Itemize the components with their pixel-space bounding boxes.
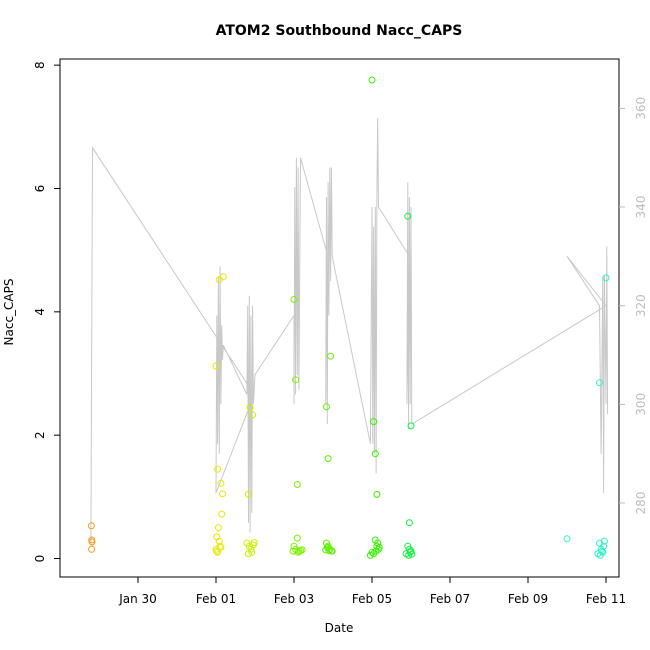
y-tick-label: 4 <box>33 308 47 316</box>
right-axis-tick-label: 300 <box>634 393 648 416</box>
data-point <box>215 537 223 545</box>
data-point <box>366 551 374 559</box>
x-tick-label: Feb 01 <box>196 592 236 606</box>
data-point <box>245 490 252 498</box>
data-point <box>248 548 256 556</box>
data-point <box>290 296 298 303</box>
data-point <box>327 352 335 360</box>
data-point <box>406 548 414 556</box>
data-point <box>375 543 383 551</box>
x-tick-label: Feb 11 <box>586 592 626 606</box>
axes-layer: Jan 30 Feb 01 Feb 03 Feb 05 Feb 07 Feb 09 Feb … <box>33 61 648 606</box>
x-axis-label: Date <box>325 621 354 635</box>
data-point <box>596 379 603 387</box>
data-point <box>598 547 606 555</box>
data-point <box>293 481 301 488</box>
data-point <box>325 547 333 554</box>
data-point <box>215 276 223 284</box>
data-point <box>370 418 378 426</box>
data-point <box>596 551 604 559</box>
data-point <box>250 539 258 546</box>
data-point <box>407 422 415 430</box>
data-point <box>214 465 222 473</box>
right-series-layer <box>90 118 609 543</box>
data-point <box>219 490 226 498</box>
data-point <box>214 524 222 532</box>
data-point <box>218 510 226 518</box>
y-tick-label: 8 <box>33 61 47 69</box>
data-point <box>371 450 379 458</box>
right-axis-tick-label: 360 <box>634 97 648 120</box>
data-point <box>213 547 220 555</box>
data-point <box>408 550 416 558</box>
data-point <box>368 76 376 84</box>
data-point <box>600 537 608 545</box>
data-point <box>217 479 225 487</box>
data-point <box>322 546 330 554</box>
data-point <box>214 548 222 556</box>
data-point <box>600 542 608 550</box>
right-series-line <box>90 118 609 543</box>
data-point <box>88 545 96 553</box>
y-tick-label: 2 <box>33 431 47 439</box>
x-tick-label: Feb 05 <box>352 592 392 606</box>
data-point <box>328 547 336 555</box>
data-point <box>87 522 95 530</box>
data-point <box>217 543 225 551</box>
x-tick-label: Feb 07 <box>430 592 470 606</box>
data-point <box>373 490 381 498</box>
data-point <box>374 539 382 547</box>
data-point <box>404 212 412 220</box>
x-tick-label: Feb 03 <box>274 592 314 606</box>
y-axis-label: Nacc_CAPS <box>2 279 16 346</box>
data-point <box>563 535 571 543</box>
data-point <box>293 534 301 542</box>
data-point <box>602 274 610 282</box>
data-point <box>212 362 220 370</box>
data-point <box>323 403 330 411</box>
data-point <box>324 455 332 463</box>
x-tick-label: Jan 30 <box>118 592 157 606</box>
data-point <box>245 550 252 558</box>
right-axis-tick-label: 340 <box>634 196 648 219</box>
data-point <box>88 538 96 546</box>
data-point <box>405 519 413 527</box>
x-tick-label: Feb 09 <box>508 592 548 606</box>
y-tick-label: 6 <box>33 185 47 193</box>
data-point <box>298 546 306 554</box>
data-point <box>249 411 257 419</box>
data-point <box>219 273 227 281</box>
plot-frame <box>59 58 620 578</box>
data-point <box>246 403 254 411</box>
data-point <box>292 376 300 384</box>
points-layer <box>87 76 610 559</box>
chart-title: ATOM2 Southbound Nacc_CAPS <box>216 23 463 39</box>
data-point <box>289 547 297 555</box>
right-axis-tick-label: 320 <box>634 294 648 317</box>
y-tick-label: 0 <box>33 555 47 563</box>
right-axis-tick-label: 280 <box>634 492 648 515</box>
